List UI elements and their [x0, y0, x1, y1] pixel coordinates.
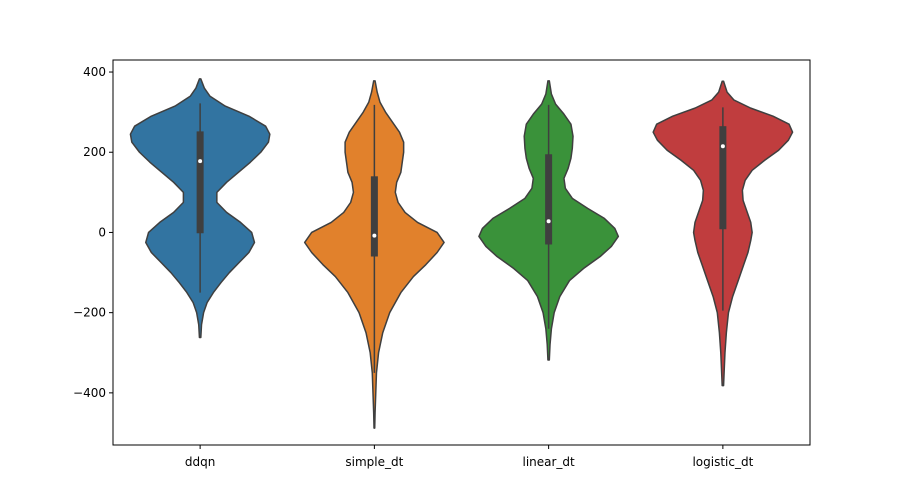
x-tick-label: linear_dt [522, 455, 575, 469]
median-dot-simple_dt [372, 233, 377, 238]
median-dot-linear_dt [546, 219, 551, 224]
y-tick-label: −400 [73, 386, 106, 400]
x-tick-label: ddqn [185, 455, 215, 469]
violin-group [129, 78, 794, 429]
median-dot-ddqn [198, 159, 203, 164]
plot-frame [112, 59, 811, 446]
x-axis: ddqn simple_dt linear_dt logistic_dt [185, 445, 754, 469]
y-tick-label: 0 [98, 225, 106, 239]
iqr-box-ddqn [196, 131, 204, 234]
median-dot-logistic_dt [720, 144, 725, 149]
iqr-box-linear_dt [545, 154, 553, 245]
y-axis: −400 −200 0 200 400 [73, 65, 113, 400]
x-tick-label: logistic_dt [692, 455, 753, 469]
y-tick-label: 400 [83, 65, 106, 79]
iqr-box-logistic_dt [719, 126, 727, 230]
y-tick-label: −200 [73, 306, 106, 320]
x-tick-label: simple_dt [345, 455, 403, 469]
y-tick-label: 200 [83, 145, 106, 159]
iqr-box-simple_dt [370, 176, 378, 257]
